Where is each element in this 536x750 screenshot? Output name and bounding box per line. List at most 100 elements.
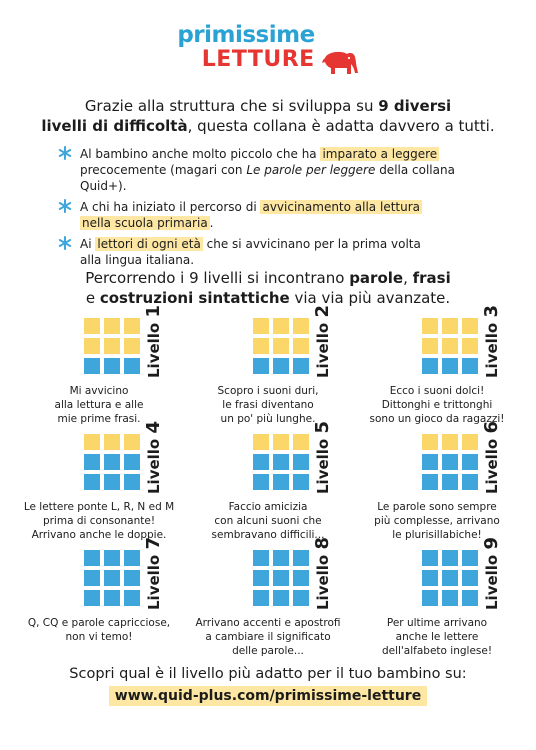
grid-cell (422, 570, 438, 586)
level-label: Livello 3 (481, 305, 502, 378)
level-number: 2 (312, 305, 333, 318)
grid-cell (422, 474, 438, 490)
level-label: Livello 6 (481, 421, 502, 494)
level-description-line: mie prime frasi. (57, 413, 141, 425)
grid-cell (442, 318, 458, 334)
level-number: 8 (312, 537, 333, 550)
grid-cell (104, 550, 120, 566)
grid-cell (462, 474, 478, 490)
level-number: 4 (143, 421, 164, 434)
website-url[interactable]: www.quid-plus.com/primissime-letture (0, 686, 536, 706)
level-grid-icon (84, 550, 140, 606)
grid-cell (462, 434, 478, 450)
level-grid-icon (84, 434, 140, 490)
grid-cell (273, 338, 289, 354)
level-description-line: Scopro i suoni duri, (217, 385, 319, 397)
grid-cell (253, 474, 269, 490)
level-description-line: Mi avvicino (69, 385, 129, 397)
level-label: Livello 2 (312, 305, 333, 378)
level-description: Per ultime arrivano anche le lettere dell'… (352, 616, 522, 658)
level-label: Livello 9 (481, 537, 502, 610)
grid-cell (462, 358, 478, 374)
grid-cell (273, 590, 289, 606)
level-description-line: Faccio amicizia (228, 501, 308, 513)
level-description-line: Le lettere ponte L, R, N ed M (23, 501, 175, 513)
level-description-line: a cambiare il significato (205, 631, 331, 643)
grid-cell (293, 338, 309, 354)
grid-cell (124, 590, 140, 606)
grid-cell (273, 434, 289, 450)
grid-cell (422, 590, 438, 606)
level-description: Q, CQ e parole capricciose, non vi temo! (14, 616, 184, 644)
grid-cell (104, 338, 120, 354)
grid-cell (442, 590, 458, 606)
grid-cell (124, 338, 140, 354)
levels-intro-text: Percorrendo i 9 livelli si incontrano pa… (85, 269, 451, 307)
level-label-text: Livello (314, 317, 332, 378)
level-description-line: più complesse, arrivano (374, 515, 500, 527)
grid-cell (104, 570, 120, 586)
level-label-text: Livello (145, 433, 163, 494)
level-grid-icon (253, 550, 309, 606)
grid-cell (293, 434, 309, 450)
level-number: 6 (481, 421, 502, 434)
bullet-list: Al bambino anche molto piccolo che ha im… (58, 146, 498, 273)
grid-cell (293, 570, 309, 586)
grid-cell (442, 454, 458, 470)
level-grid-icon (253, 434, 309, 490)
grid-cell (104, 454, 120, 470)
grid-cell (84, 318, 100, 334)
bullet-item: A chi ha iniziato il percorso di avvicin… (58, 199, 498, 231)
grid-cell (84, 434, 100, 450)
grid-cell (124, 358, 140, 374)
footer-text: Scopri qual è il livello più adatto per … (69, 666, 467, 682)
grid-cell (104, 474, 120, 490)
grid-cell (273, 550, 289, 566)
level-number: 5 (312, 421, 333, 434)
grid-cell (293, 318, 309, 334)
grid-cell (104, 590, 120, 606)
level-description: Le lettere ponte L, R, N ed M prima di co… (14, 500, 184, 542)
level-label-text: Livello (483, 317, 501, 378)
level-label: Livello 8 (312, 537, 333, 610)
asterisk-icon (58, 199, 72, 213)
level-label-text: Livello (314, 549, 332, 610)
level-description-line: Arrivano accenti e apostrofi (195, 617, 341, 629)
grid-cell (253, 358, 269, 374)
grid-cell (253, 454, 269, 470)
grid-cell (104, 434, 120, 450)
logo: primissime LETTURE (0, 22, 536, 76)
level-description-line: anche le lettere (395, 631, 479, 643)
grid-cell (84, 590, 100, 606)
grid-cell (422, 550, 438, 566)
level-description-line: Per ultime arrivano (386, 617, 488, 629)
level-description-line: Le parole sono sempre (377, 501, 497, 513)
asterisk-icon (58, 146, 72, 160)
grid-cell (84, 550, 100, 566)
level-label: Livello 1 (143, 305, 164, 378)
level-description: Ecco i suoni dolci! Dittonghi e trittongh… (352, 384, 522, 426)
level-description-line: le frasi diventano (222, 399, 314, 411)
grid-cell (442, 570, 458, 586)
grid-cell (253, 434, 269, 450)
grid-cell (422, 358, 438, 374)
grid-cell (462, 590, 478, 606)
level-label: Livello 5 (312, 421, 333, 494)
level-number: 3 (481, 305, 502, 318)
grid-cell (84, 474, 100, 490)
grid-cell (253, 570, 269, 586)
grid-cell (293, 358, 309, 374)
grid-cell (293, 590, 309, 606)
logo-primissime: primissime (177, 22, 315, 48)
grid-cell (462, 550, 478, 566)
level-label: Livello 7 (143, 537, 164, 610)
grid-cell (253, 338, 269, 354)
grid-cell (84, 338, 100, 354)
level-description-line: le plurisillabiche! (392, 529, 482, 541)
level-description-line: sono un gioco da ragazzi! (369, 413, 505, 425)
grid-cell (442, 474, 458, 490)
grid-cell (293, 550, 309, 566)
grid-cell (422, 338, 438, 354)
asterisk-icon (58, 236, 72, 250)
level-label-text: Livello (145, 317, 163, 378)
